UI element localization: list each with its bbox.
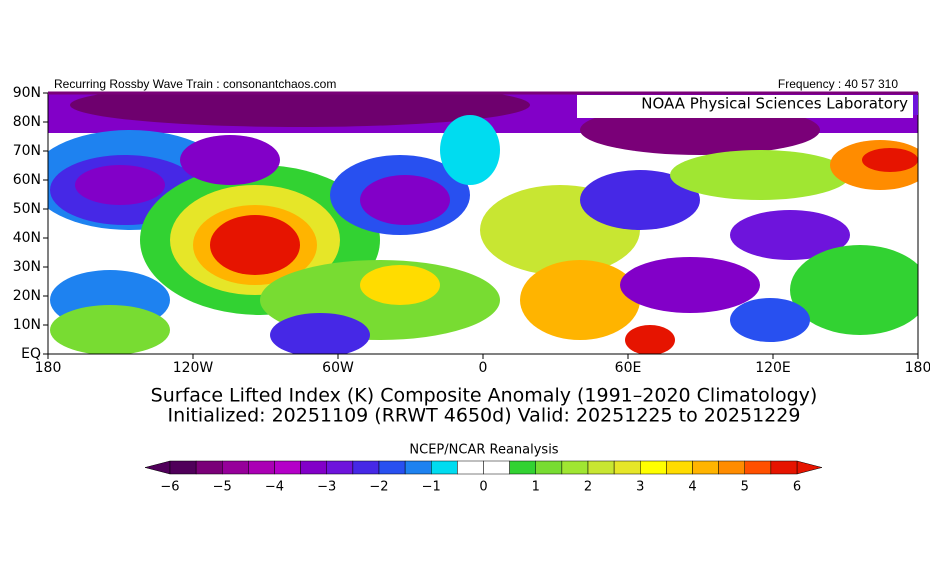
colorbar-bin [744, 460, 772, 475]
colorbar-arrow-left [144, 460, 171, 475]
colorbar-bin [457, 460, 484, 475]
colorbar-arrow-right [796, 460, 823, 475]
colorbar-tick-label: −3 [317, 480, 336, 495]
colorbar-bin [352, 460, 380, 475]
colorbar-title: NCEP/NCAR Reanalysis [409, 443, 558, 458]
badge-box [577, 95, 913, 118]
colorbar-tick-label: −1 [422, 480, 441, 495]
colorbar-tick-label: −5 [213, 480, 232, 495]
colorbar-bin [640, 460, 667, 475]
colorbar-bin [274, 460, 301, 475]
colorbar-bin [248, 460, 275, 475]
colorbar-bin [666, 460, 693, 475]
colorbar-tick-label: 0 [479, 480, 487, 495]
colorbar-bin [326, 460, 354, 475]
lat-label: 50N [13, 201, 41, 217]
colorbar-bin [431, 460, 458, 475]
lon-label: 60W [322, 360, 354, 376]
colorbar-bin [692, 460, 719, 475]
lat-label: 80N [13, 114, 41, 130]
colorbar-bin [300, 460, 327, 475]
colorbar-tick-label: 4 [688, 480, 696, 495]
colorbar-bin [195, 460, 223, 475]
caption-line1: Surface Lifted Index (K) Composite Anoma… [151, 385, 818, 407]
colorbar-bin [222, 460, 249, 475]
colorbar-tick-label: 2 [584, 480, 592, 495]
colorbar-tick-label: 6 [793, 480, 801, 495]
colorbar-bin [613, 460, 641, 475]
colorbar-bin [483, 460, 510, 475]
lon-label: 60E [615, 360, 642, 376]
colorbar-bin [770, 460, 798, 475]
lat-label: EQ [21, 346, 41, 362]
colorbar-bin [404, 460, 432, 475]
anomaly-field [48, 93, 918, 354]
colorbar-tick-label: −2 [369, 480, 388, 495]
colorbar-bin [561, 460, 589, 475]
colorbar-tick-label: −4 [265, 480, 284, 495]
lat-label: 60N [13, 172, 41, 188]
lon-label: 180 [905, 360, 930, 376]
colorbar-bin [378, 460, 406, 475]
colorbar-tick-label: 3 [636, 480, 644, 495]
colorbar-tick-label: 5 [741, 480, 749, 495]
colorbar-bin [535, 460, 563, 475]
colorbar-tick-label: −6 [160, 480, 179, 495]
header-left: Recurring Rossby Wave Train : consonantc… [54, 77, 336, 91]
lat-label: 10N [13, 317, 41, 333]
lat-label: 30N [13, 259, 41, 275]
lat-label: 90N [13, 85, 41, 101]
lon-label: 180 [35, 360, 62, 376]
badge: NOAA Physical Sciences Laboratory [641, 95, 908, 113]
colorbar-bin [587, 460, 615, 475]
badge-bar [913, 95, 918, 115]
lon-label: 120W [173, 360, 214, 376]
caption-line2: Initialized: 20251109 (RRWT 4650d) Valid… [168, 405, 801, 427]
header-right: Frequency : 40 57 310 [778, 77, 898, 91]
lat-label: 70N [13, 143, 41, 159]
lon-label: 0 [479, 360, 488, 376]
lat-label: 20N [13, 288, 41, 304]
lon-label: 120E [755, 360, 791, 376]
lat-label: 40N [13, 230, 41, 246]
colorbar-tick-label: 1 [532, 480, 540, 495]
colorbar-bin [169, 460, 197, 475]
colorbar-bin [509, 460, 536, 475]
colorbar-bin [718, 460, 745, 475]
